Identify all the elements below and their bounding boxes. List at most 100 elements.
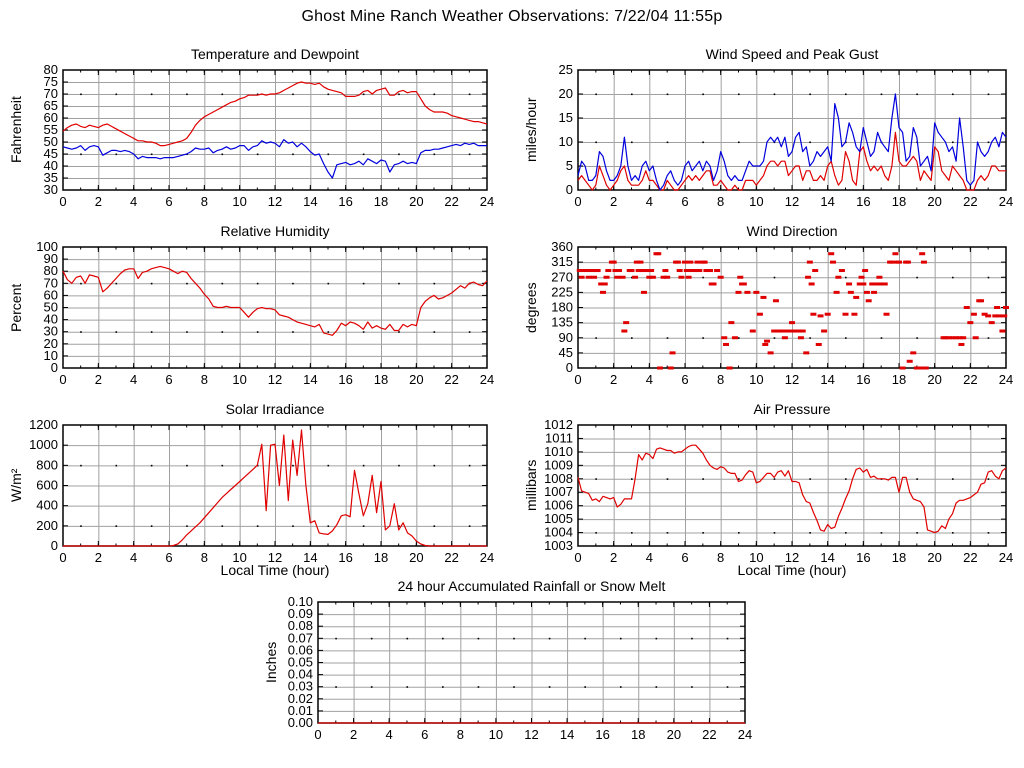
x-tick-label: 18 [892,372,906,387]
humidity-line [62,265,488,336]
x-tick-label: 12 [268,372,282,387]
y-tick-label: 80 [44,62,58,77]
y-tick-label: 90 [559,330,573,345]
y-tick-label: 1009 [544,457,573,472]
x-tick-label: 8 [201,550,208,565]
x-tick-label: 16 [856,550,870,565]
y-tick-label: 1010 [544,444,573,459]
x-tick-label: 22 [963,372,977,387]
x-tick-label: 10 [489,727,503,742]
air-pressure-plot: 0 2 4 6 8 10 12 14 16 18 20 22 241003100410051006100… [544,417,1013,565]
grid [578,247,1006,368]
grid [63,70,487,190]
tick-marks [62,69,488,191]
x-tick-label: 6 [681,194,688,209]
x-tick-label: 8 [201,372,208,387]
chart-solar-irradiance: Solar Irradiance W/m² 0 2 4 6 8 10 12 14 16 18 20 2… [5,399,501,584]
y-tick-label: 0.05 [288,655,313,670]
x-tick-label: 6 [681,550,688,565]
y-tick-label: 60 [44,287,58,302]
y-tick-label: 1005 [544,511,573,526]
x-tick-label: 22 [444,372,458,387]
x-tick-label: 0 [59,550,66,565]
y-tick-label: 1007 [544,484,573,499]
solar-irradiance-plot: 0 2 4 6 8 10 12 14 16 18 20 22 240200400600800100012… [29,417,494,565]
grid-dots [595,478,990,534]
x-tick-label: 14 [303,194,317,209]
x-tick-label: 0 [59,372,66,387]
y-tick-label: 0.03 [288,679,313,694]
y-tick-label: 40 [44,312,58,327]
grid [578,425,1006,546]
page-title: Ghost Mine Ranch Weather Observations: 7… [301,8,723,25]
x-tick-label: 4 [646,372,653,387]
y-tick-label: 0.04 [288,667,313,682]
y-tick-label: 30 [44,324,58,339]
grid-dots [335,637,729,688]
y-tick-label: 45 [559,345,573,360]
y-tick-label: 0.10 [288,594,313,609]
x-tick-label: 14 [303,372,317,387]
x-tick-label: 18 [631,727,645,742]
x-tick-label: 4 [130,372,137,387]
x-tick-label: 18 [892,194,906,209]
x-tick-label: 10 [232,194,246,209]
x-tick-label: 2 [350,727,357,742]
peak-gust-line [577,93,1007,191]
y-tick-label: 0.02 [288,691,313,706]
x-tick-label: 2 [95,194,102,209]
x-tick-label: 12 [268,550,282,565]
pressure-line [577,444,1007,534]
chart-wind-direction: Wind Direction degrees 0 2 4 6 8 10 12 14 16 18 20… [520,221,1020,403]
chart-title: Solar Irradiance [225,401,325,417]
y-tick-label: 1006 [544,498,573,513]
x-tick-label: 8 [457,727,464,742]
y-tick-label: 800 [36,457,58,472]
y-tick-label: 15 [559,110,573,125]
solar-line [63,429,487,547]
x-tick-label: 20 [927,372,941,387]
x-tick-label: 12 [785,550,799,565]
y-tick-label: 315 [551,254,573,269]
y-tick-label: 0 [566,182,573,197]
y-tick-label: 10 [44,348,58,363]
tick-marks [577,69,1007,191]
x-tick-label: 16 [595,727,609,742]
chart-title: Air Pressure [753,401,831,417]
x-tick-label: 22 [444,550,458,565]
grid [578,70,1006,190]
tick-marks [62,246,488,369]
x-tick-label: 20 [927,194,941,209]
y-tick-label: 1004 [544,525,573,540]
x-tick-label: 2 [95,550,102,565]
x-tick-label: 0 [314,727,321,742]
x-tick-label: 10 [232,550,246,565]
y-tick-label: 35 [44,170,58,185]
y-tick-label: 25 [559,62,573,77]
y-tick-label: 65 [44,98,58,113]
y-tick-label: 0 [566,360,573,375]
tick-labels: 0 2 4 6 8 10 12 14 16 18 20 22 240.000.010.020.030.0… [288,594,753,742]
x-tick-label: 4 [130,194,137,209]
x-tick-label: 14 [303,550,317,565]
y-tick-label: 1000 [29,437,58,452]
x-tick-label: 12 [268,194,282,209]
x-tick-label: 12 [524,727,538,742]
x-tick-label: 6 [165,372,172,387]
y-tick-label: 0.00 [288,715,313,730]
y-tick-label: 90 [44,251,58,266]
y-tick-label: 20 [559,86,573,101]
wind-direction-plot: 0 2 4 6 8 10 12 14 16 18 20 22 240459013518022527031… [551,239,1013,387]
grid [63,247,487,368]
x-tick-label: 18 [374,194,388,209]
x-tick-label: 4 [386,727,393,742]
y-tick-label: 135 [551,315,573,330]
y-tick-label: 1012 [544,417,573,432]
x-tick-label: 4 [646,550,653,565]
y-tick-label: 0.09 [288,606,313,621]
wind-speed-line [577,131,1006,191]
x-tick-label: 24 [480,550,494,565]
x-axis-label: Local Time (hour) [220,562,330,578]
